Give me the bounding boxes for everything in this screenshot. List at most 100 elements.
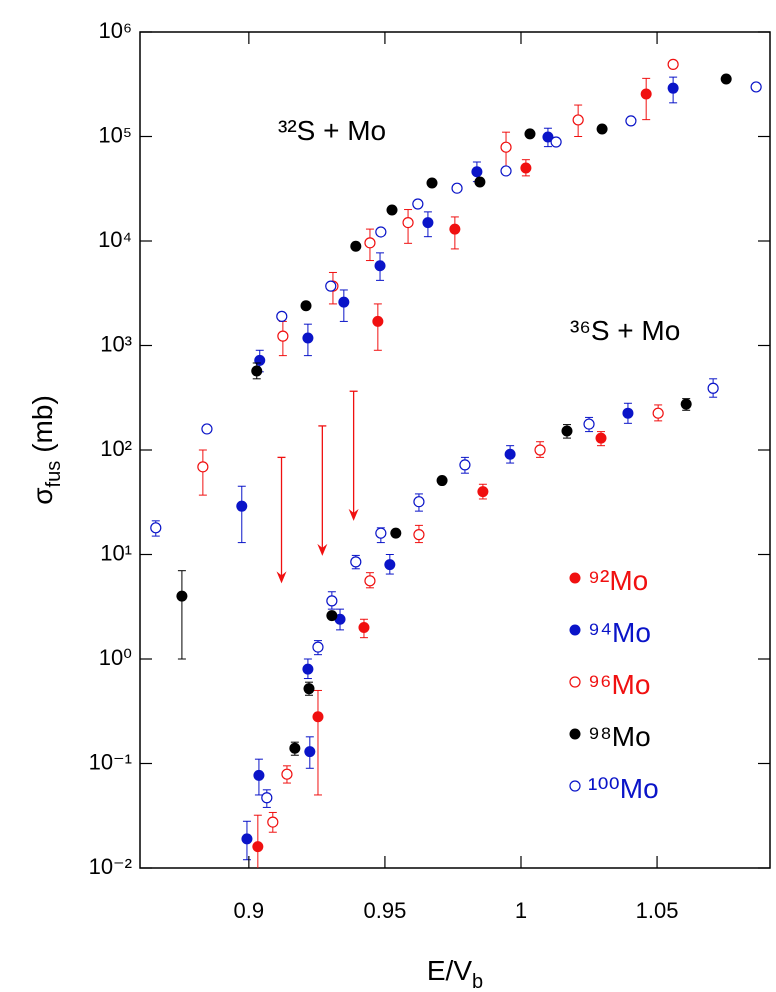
y-tick-label: 10⁶ [98,18,132,43]
data-point [583,418,595,430]
data-point [338,296,350,308]
legend-label: ⁹²Mo [588,565,648,596]
data-point [413,496,425,508]
data-point [276,310,288,322]
data-point [252,841,264,853]
data-point [236,500,248,512]
data-point [358,622,370,634]
data-point [474,176,486,188]
data-point [375,226,387,238]
plot-frame [139,31,771,869]
y-tick-label: 10⁰ [99,645,132,670]
data-point [471,166,483,178]
y-tick-label: 10⁻¹ [89,749,132,774]
plot-area [150,58,762,868]
data-point [304,746,316,758]
data-point [550,136,562,148]
data-point [241,833,253,845]
y-tick-label: 10³ [100,331,132,356]
data-point [572,114,584,126]
data-point [303,683,315,695]
legend-label: ⁹⁶Mo [588,669,650,700]
annotation: ³⁶S + Mo [570,315,680,346]
upper-limit-head [317,543,328,556]
x-tick-label: 0.95 [364,898,407,923]
legend-label: ¹⁰⁰Mo [588,773,659,804]
data-point [667,82,679,94]
data-point [750,81,762,93]
data-point [426,177,438,189]
upper-limit-head [348,508,359,521]
data-point [372,315,384,327]
data-point [595,432,607,444]
x-tick-label: 0.9 [234,898,265,923]
data-point [176,590,188,602]
data-point [640,88,652,100]
data-point [374,260,386,272]
data-point [364,237,376,249]
legend-marker [569,780,581,792]
data-point [622,407,634,419]
data-point [625,115,637,127]
data-point [267,816,279,828]
data-point [524,128,536,140]
upper-limit-head [276,571,287,584]
data-point [707,382,719,394]
y-tick-label: 10⁴ [98,227,132,252]
data-point [386,204,398,216]
legend-marker [569,676,581,688]
legend-label: ⁹⁴Mo [588,617,651,648]
data-point [500,141,512,153]
data-point [350,556,362,568]
data-point [680,398,692,410]
data-point [720,73,732,85]
y-axis-title: σfus (mb) [27,395,65,505]
data-point [302,332,314,344]
data-point [384,559,396,571]
y-axis-title-sub: fus [43,461,65,488]
data-point [150,522,162,534]
x-axis-title-main: E/V [427,955,472,986]
data-point [312,711,324,723]
legend-label: ⁹⁸Mo [588,721,651,752]
data-point [412,198,424,210]
data-point [277,330,289,342]
data-point [254,354,266,366]
data-point [520,162,532,174]
data-point [375,527,387,539]
y-axis-title-symbol: σ [27,487,58,504]
x-tick-label: 1.05 [636,898,679,923]
x-axis-title: E/Vb [427,955,483,992]
data-point [596,123,608,135]
data-point [300,300,312,312]
data-point [459,459,471,471]
y-axis-title-unit: (mb) [27,395,58,453]
data-point [542,131,554,143]
data-point [197,461,209,473]
data-point [667,58,679,70]
data-point [500,165,512,177]
y-tick-label: 10⁵ [98,122,132,147]
data-point [302,663,314,675]
data-point [251,365,263,377]
data-point [325,280,337,292]
annotation: ³²S + Mo [278,115,386,146]
y-tick-label: 10¹ [100,540,132,565]
y-tick-label: 10⁻² [89,854,132,879]
data-point [350,240,362,252]
x-tick-label: 1 [515,898,527,923]
data-point [534,444,546,456]
data-point [422,217,434,229]
data-point [561,425,573,437]
data-point [451,182,463,194]
data-point [364,575,376,587]
y-tick-label: 10² [100,436,132,461]
data-point [504,448,516,460]
data-point [390,527,402,539]
data-point [326,595,338,607]
legend-marker [569,624,581,636]
data-point [477,486,489,498]
data-point [289,742,301,754]
legend-marker [569,572,581,584]
